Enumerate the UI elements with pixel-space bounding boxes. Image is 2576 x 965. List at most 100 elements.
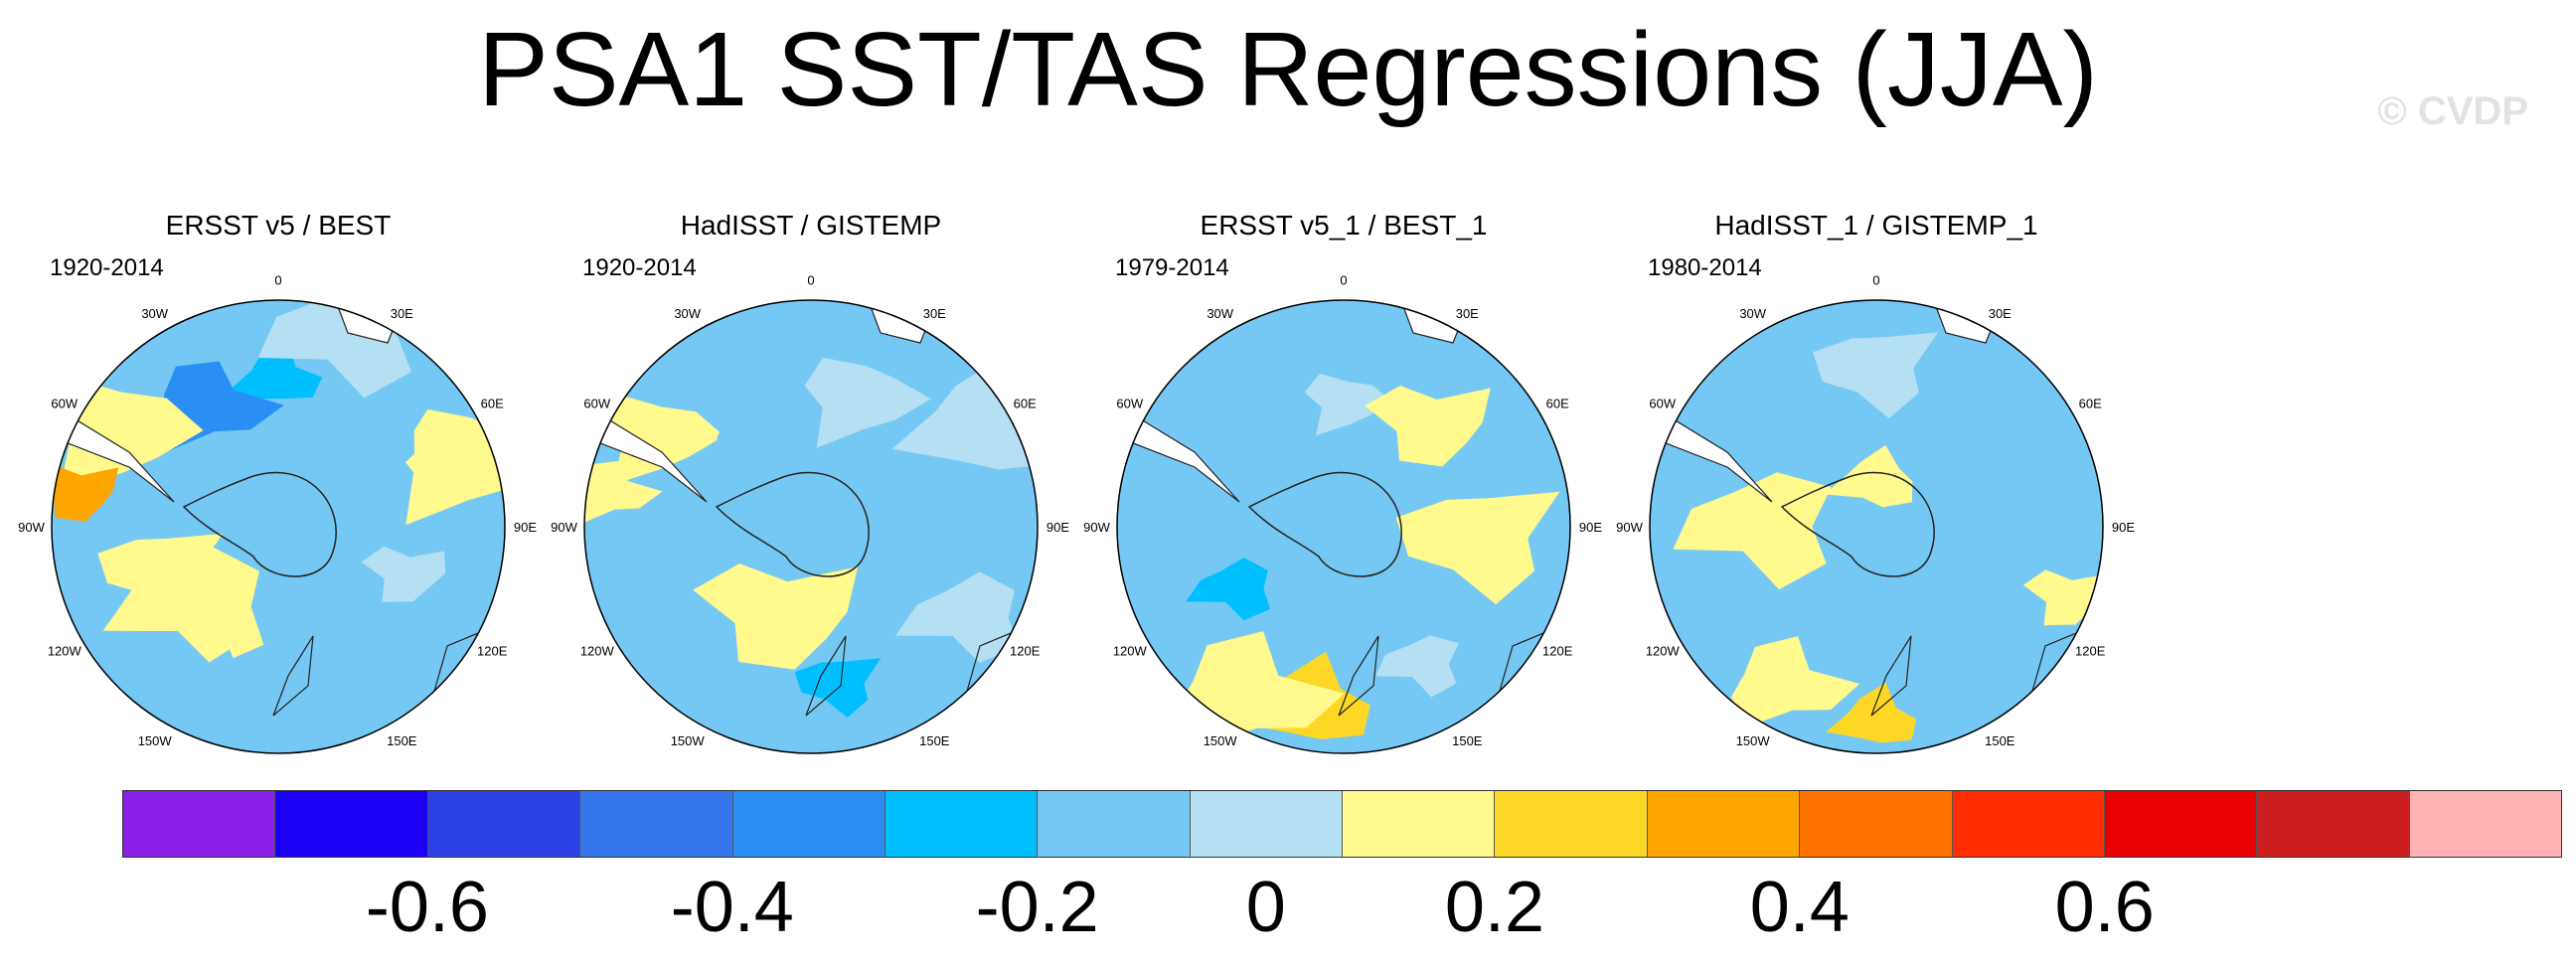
longitude-label: 60E: [1546, 397, 1569, 411]
panel-title: HadISST_1 / GISTEMP_1: [1714, 210, 2038, 241]
antarctica-outline: [182, 471, 337, 577]
colorbar-box: [580, 791, 733, 857]
anomaly-region: [390, 406, 505, 526]
anomaly-region: [1304, 373, 1392, 436]
cvdp-watermark: © CVDP: [2377, 89, 2528, 133]
antarctica-outline: [1780, 471, 1935, 577]
colorbar-tick-label: -0.2: [975, 868, 1099, 947]
longitude-label: 120W: [48, 643, 82, 658]
anomaly-region: [1821, 551, 1987, 670]
longitude-label: 120W: [1646, 643, 1681, 658]
longitude-label: 120W: [580, 643, 615, 658]
map-panel-hadisst1-gistemp1: 030E60E90E120E150E180150W120W90W60W30W H…: [1608, 199, 2145, 755]
longitude-label: 0: [807, 273, 814, 288]
longitude-label: 60E: [2079, 397, 2102, 411]
colorbar-box: [1038, 791, 1191, 857]
polar-map: 030E60E90E120E150E180150W120W90W60W30W: [1083, 273, 1602, 754]
longitude-label: 0: [1340, 273, 1347, 288]
colorbar-box: [1952, 791, 2105, 857]
panel-years: 1920-2014: [50, 254, 164, 281]
antarctica-outline: [715, 471, 870, 577]
longitude-label: 150W: [671, 733, 706, 748]
anomaly-region: [1128, 530, 1216, 592]
longitude-label: 150E: [919, 733, 950, 748]
panel-years: 1980-2014: [1648, 254, 1762, 281]
new-zealand-outline: [805, 635, 847, 717]
new-zealand-outline: [1338, 635, 1379, 717]
longitude-label: 90W: [551, 520, 577, 535]
anomaly-region: [261, 621, 391, 712]
longitude-label: 90E: [1046, 520, 1069, 535]
longitude-label: 120E: [2075, 643, 2106, 658]
colorbar-box: [2409, 791, 2561, 857]
anomaly-region: [716, 396, 806, 458]
colorbar-box: [1495, 791, 1648, 857]
longitude-label: 30E: [391, 306, 413, 321]
longitude-label: 120W: [1113, 643, 1148, 658]
longitude-label: 60W: [1649, 397, 1676, 411]
colorbar-box: [732, 791, 886, 857]
figure-title: PSA1 SST/TAS Regressions (JJA): [478, 11, 2098, 128]
anomaly-region: [1745, 354, 1833, 410]
colorbar-box: [885, 791, 1039, 857]
colorbar-box: [427, 791, 581, 857]
longitude-label: 90W: [18, 520, 45, 535]
anomaly-region: [361, 546, 446, 602]
colorbar-box: [1190, 791, 1343, 857]
anomaly-region: [584, 461, 663, 523]
new-zealand-outline: [272, 635, 314, 717]
anomaly-region: [804, 357, 931, 448]
anomaly-region: [1813, 332, 1938, 418]
longitude-label: 150E: [387, 733, 417, 748]
longitude-label: 120E: [1010, 643, 1041, 658]
anomaly-region: [1375, 635, 1459, 698]
longitude-label: 60W: [1116, 397, 1143, 411]
longitude-label: 30E: [923, 306, 946, 321]
colorbar-tick-label: -0.4: [670, 868, 794, 947]
anomaly-region: [1824, 444, 1913, 508]
colorbar-box: [1800, 791, 1953, 857]
colorbar-box: [1647, 791, 1801, 857]
new-zealand-outline: [1870, 635, 1912, 717]
colorbar-box: [2257, 791, 2410, 857]
polar-map: 030E60E90E120E150E180150W120W90W60W30W: [18, 273, 537, 754]
longitude-label: 150W: [1736, 733, 1771, 748]
anomaly-region: [596, 395, 724, 485]
anomaly-region: [1365, 386, 1491, 467]
longitude-label: 120E: [477, 643, 508, 658]
longitude-label: 30W: [141, 306, 168, 321]
map-field: [1650, 300, 2103, 753]
panel-years: 1920-2014: [582, 254, 697, 281]
panel-title: ERSST v5_1 / BEST_1: [1200, 210, 1488, 241]
longitude-label: 90E: [2112, 520, 2135, 535]
colorbar-box: [2104, 791, 2258, 857]
anomaly-region: [1167, 321, 1336, 435]
panel-years: 1979-2014: [1115, 254, 1229, 281]
longitude-label: 150E: [1452, 733, 1483, 748]
map-field: [52, 300, 505, 753]
anomaly-region: [1893, 355, 2054, 475]
longitude-label: 90E: [514, 520, 537, 535]
colorbar-tick-label: 0.6: [2054, 868, 2155, 947]
anomaly-region: [308, 394, 438, 481]
colorbar-tick-label: 0.4: [1749, 868, 1850, 947]
anomaly-region: [894, 571, 1019, 663]
longitude-label: 60E: [1014, 397, 1037, 411]
map-border: [51, 299, 506, 754]
map-panel-hadisst-gistemp: 030E60E90E120E150E180150W120W90W60W30W H…: [543, 199, 1079, 755]
map-panel-ersst-best: 030E60E90E120E150E180150W120W90W60W30W E…: [10, 199, 547, 755]
map-field: [584, 300, 1038, 753]
anomaly-region: [169, 649, 260, 711]
longitude-label: 30W: [1739, 306, 1766, 321]
anomaly-region: [102, 547, 264, 667]
colorbar-tick-label: -0.6: [365, 868, 489, 947]
longitude-label: 0: [274, 273, 281, 288]
longitude-label: 150E: [1985, 733, 2015, 748]
panel-title: ERSST v5 / BEST: [165, 210, 392, 241]
longitude-label: 90W: [1083, 520, 1110, 535]
longitude-label: 60E: [481, 397, 504, 411]
colorbar: [122, 790, 2562, 858]
panel-title: HadISST / GISTEMP: [680, 210, 942, 241]
colorbar-box: [1343, 791, 1496, 857]
colorbar-box: [275, 791, 428, 857]
